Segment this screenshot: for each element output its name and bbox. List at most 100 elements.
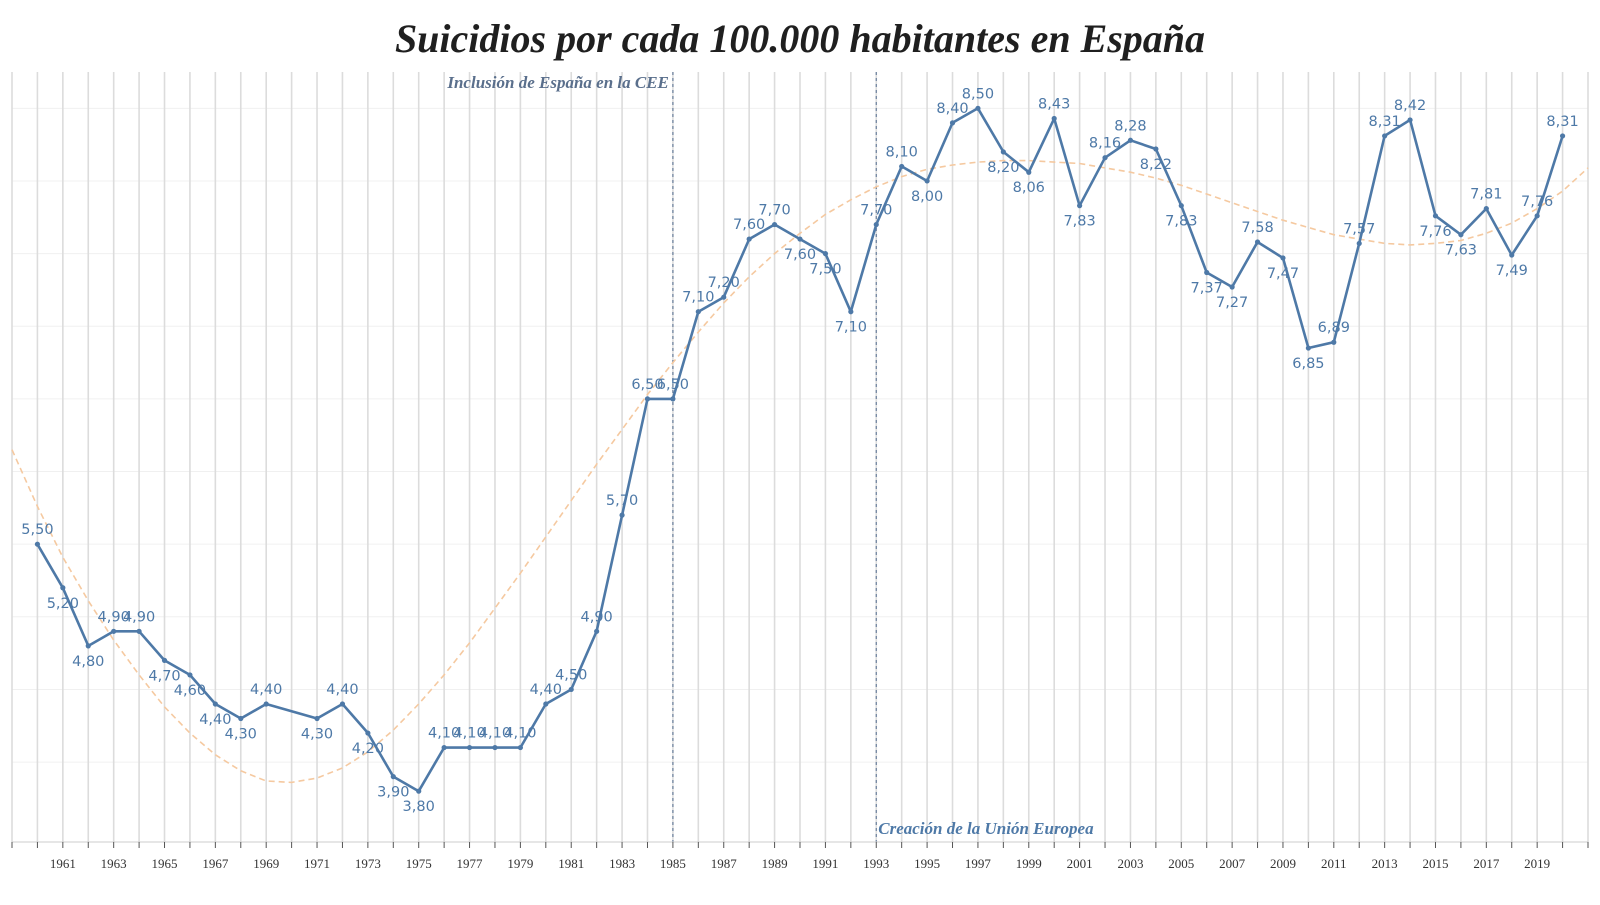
data-point	[1407, 117, 1413, 123]
data-point	[212, 701, 218, 707]
data-label: 7,83	[1165, 214, 1197, 230]
data-point	[1204, 269, 1210, 276]
x-tick-label: 2015	[1422, 856, 1448, 871]
data-label: 4,60	[174, 683, 206, 699]
data-point	[1280, 255, 1286, 261]
data-point	[1331, 339, 1337, 345]
x-tick-label: 1965	[152, 856, 178, 871]
data-label: 7,27	[1216, 295, 1248, 311]
data-label: 7,50	[809, 262, 841, 278]
data-label: 7,83	[1063, 214, 1095, 230]
data-label: 7,58	[1241, 220, 1273, 236]
data-point	[34, 541, 41, 547]
data-label: 6,50	[657, 377, 689, 393]
x-tick-label: 1989	[762, 856, 788, 871]
x-tick-label: 1961	[50, 856, 76, 871]
data-point	[771, 221, 778, 228]
chart-title: Suicidios por cada 100.000 habitantes en…	[395, 16, 1205, 61]
data-label: 7,37	[1191, 280, 1223, 296]
data-label: 8,28	[1114, 118, 1146, 134]
x-tick-label: 1971	[304, 856, 330, 871]
data-point	[136, 628, 142, 634]
data-label: 7,63	[1445, 243, 1477, 259]
data-point	[594, 628, 600, 634]
annotations: Inclusión de España en la CEE Creación de…	[446, 72, 1094, 842]
data-point	[314, 715, 320, 722]
data-point	[1229, 284, 1235, 290]
data-point	[644, 396, 651, 402]
data-label: 7,10	[682, 290, 714, 306]
data-point	[822, 251, 829, 257]
data-point	[1356, 240, 1362, 247]
data-label: 4,10	[504, 726, 536, 742]
data-point	[390, 774, 396, 780]
x-tick-label: 2017	[1473, 856, 1500, 871]
grid	[11, 72, 1589, 842]
x-tick-label: 1995	[914, 856, 940, 871]
data-point	[1153, 146, 1159, 152]
data-point	[797, 236, 803, 242]
x-axis: 1961 1963 1965 1967 1969 1971 1973 1975 1977 1979…	[11, 841, 1589, 871]
data-labels: 5,505,204,804,904,904,704,604,404,304,40…	[21, 86, 1578, 815]
data-label: 8,31	[1546, 114, 1578, 130]
x-tick-label: 1985	[660, 856, 686, 871]
data-point	[238, 715, 244, 722]
x-tick-label: 2001	[1067, 856, 1093, 871]
data-point	[848, 309, 854, 315]
data-label: 4,90	[123, 609, 155, 625]
data-point	[1534, 213, 1540, 219]
data-label: 7,57	[1343, 221, 1375, 237]
x-tick-label: 1973	[355, 856, 381, 871]
data-label: 8,10	[886, 144, 918, 160]
x-tick-label: 1983	[609, 856, 635, 871]
data-label: 8,42	[1394, 98, 1426, 114]
data-label: 7,76	[1419, 224, 1451, 240]
data-label: 3,90	[377, 785, 409, 801]
x-tick-label: 2003	[1117, 856, 1143, 871]
x-tick-label: 1967	[202, 856, 229, 871]
data-label: 3,80	[403, 799, 435, 815]
data-label: 7,70	[758, 203, 790, 219]
data-label: 4,40	[199, 712, 231, 728]
x-tick-label: 2019	[1524, 856, 1550, 871]
data-point	[1432, 213, 1439, 219]
data-label: 5,50	[21, 522, 53, 538]
data-label: 6,50	[631, 377, 663, 393]
data-label: 7,20	[708, 275, 740, 291]
data-point	[339, 701, 346, 707]
data-point	[670, 396, 676, 402]
data-point	[1254, 239, 1261, 245]
data-point	[1559, 133, 1566, 139]
x-tick-label: 2005	[1168, 856, 1194, 871]
data-point	[263, 701, 269, 707]
data-label: 4,20	[352, 741, 384, 757]
data-point	[1000, 149, 1006, 155]
annotation-label: Inclusión de España en la CEE	[446, 73, 669, 92]
x-tick-label: 2009	[1270, 856, 1296, 871]
data-point	[1127, 137, 1134, 143]
main-series	[34, 105, 1566, 794]
data-point	[60, 585, 66, 591]
data-label: 7,60	[733, 217, 765, 233]
data-point	[619, 512, 625, 518]
series-line	[36, 107, 1564, 793]
data-point	[441, 744, 447, 751]
data-point	[543, 701, 549, 707]
data-point	[1077, 203, 1083, 209]
data-point	[1305, 345, 1311, 351]
x-tick-label: 1979	[507, 856, 533, 871]
data-label: 4,90	[98, 609, 130, 625]
data-label: 4,30	[301, 727, 333, 743]
x-tick-label: 1963	[101, 856, 127, 871]
data-point	[517, 744, 523, 751]
data-label: 6,85	[1292, 356, 1324, 372]
x-tick-label: 1969	[253, 856, 279, 871]
data-label: 8,40	[936, 101, 968, 117]
data-point	[924, 178, 930, 184]
data-point	[568, 686, 574, 693]
data-label: 8,00	[911, 189, 943, 205]
data-point	[111, 628, 117, 634]
data-point	[416, 788, 422, 794]
data-label: 4,10	[428, 726, 460, 742]
